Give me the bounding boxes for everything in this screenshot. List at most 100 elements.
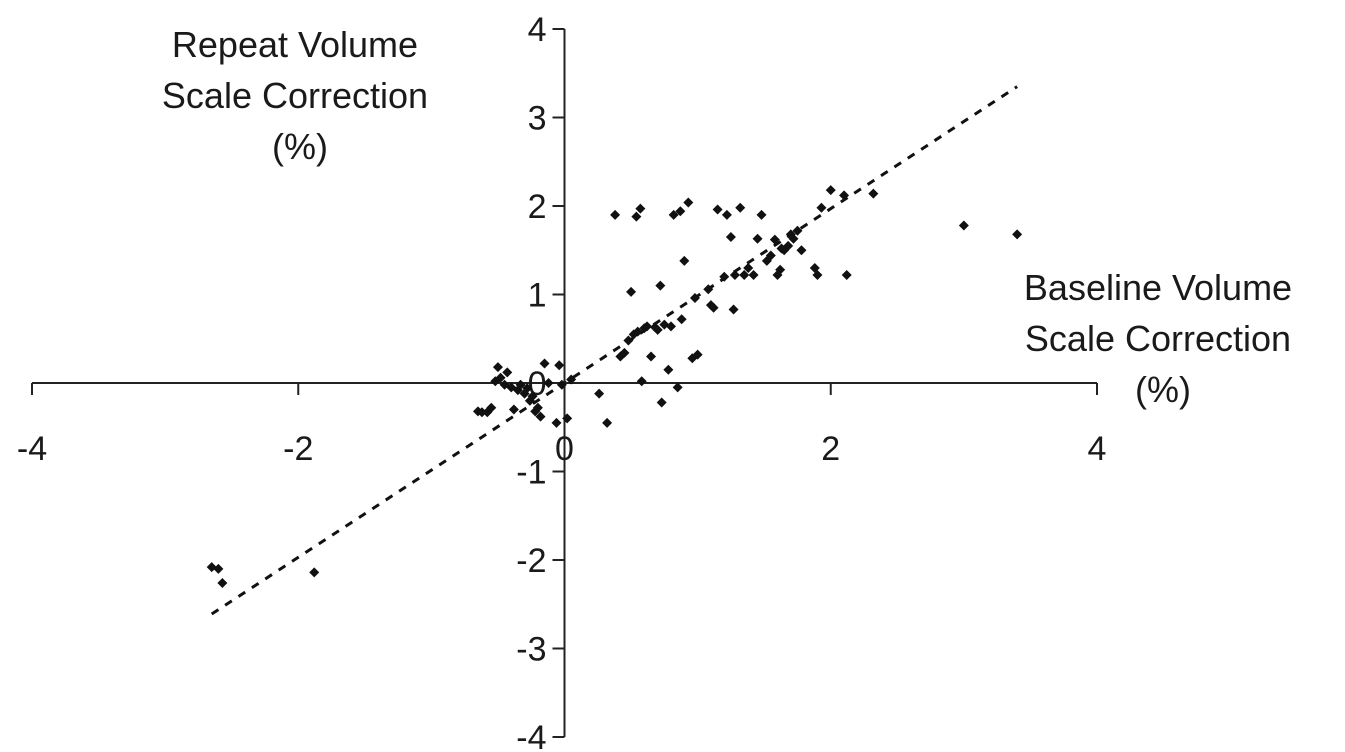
data-point xyxy=(655,280,666,291)
data-point xyxy=(692,349,703,360)
data-point xyxy=(775,264,786,275)
data-point xyxy=(672,382,683,393)
y-axis-title-line-1: Repeat Volume xyxy=(172,24,418,65)
data-point xyxy=(632,326,643,337)
data-point xyxy=(623,335,634,346)
data-point xyxy=(594,388,605,399)
data-points xyxy=(206,185,1023,589)
data-point xyxy=(527,391,538,402)
data-point xyxy=(508,404,519,415)
data-point xyxy=(666,321,676,332)
data-point xyxy=(765,250,776,261)
data-point xyxy=(796,245,807,256)
data-point xyxy=(719,271,730,282)
data-point xyxy=(646,351,657,362)
data-point xyxy=(868,188,879,199)
data-point xyxy=(642,321,653,332)
data-point xyxy=(708,302,719,313)
data-point xyxy=(752,233,763,244)
data-point xyxy=(539,358,550,369)
trendline-layer xyxy=(210,85,1018,616)
data-point xyxy=(502,367,513,378)
x-axis-title-line-3: (%) xyxy=(1135,369,1191,410)
data-point xyxy=(679,255,690,266)
y-tick-label: 3 xyxy=(528,100,547,138)
data-point xyxy=(841,270,852,281)
data-point xyxy=(748,270,759,281)
data-point xyxy=(543,378,554,388)
data-point xyxy=(788,233,799,244)
y-tick-label: -4 xyxy=(516,719,546,752)
data-point xyxy=(668,209,679,220)
data-point xyxy=(703,284,714,295)
data-point xyxy=(783,240,794,251)
data-point xyxy=(626,286,637,297)
data-point xyxy=(812,270,823,281)
y-tick-label: 2 xyxy=(528,188,547,226)
data-point xyxy=(631,211,642,222)
data-point xyxy=(532,402,543,413)
data-point xyxy=(816,202,827,213)
data-point xyxy=(839,190,850,201)
x-tick-label: 4 xyxy=(1088,430,1107,468)
data-point xyxy=(535,411,546,422)
data-point xyxy=(619,347,630,358)
y-tick-label: -1 xyxy=(516,454,546,492)
data-point xyxy=(652,324,663,335)
trendline xyxy=(210,85,1018,616)
y-tick-label: -2 xyxy=(516,542,546,580)
data-point xyxy=(663,364,674,375)
data-point xyxy=(743,262,754,273)
x-tick-label: -2 xyxy=(283,430,313,468)
x-axis-title: Baseline Volume Scale Correction (%) xyxy=(1024,267,1302,410)
y-tick-label: 1 xyxy=(528,277,547,315)
data-point xyxy=(602,417,613,428)
data-point xyxy=(522,383,533,394)
x-ticks: -4 -2 0 2 4 xyxy=(17,383,1107,468)
x-axis-title-line-1: Baseline Volume xyxy=(1024,267,1292,308)
data-point xyxy=(739,270,750,281)
data-point xyxy=(735,202,746,213)
y-axis-title-line-2: Scale Correction xyxy=(162,75,428,116)
data-point xyxy=(554,360,565,371)
data-point xyxy=(729,270,740,281)
data-point xyxy=(683,197,694,208)
x-tick-label: 0 xyxy=(555,430,574,468)
data-point xyxy=(636,376,647,387)
data-point xyxy=(635,203,646,214)
data-point xyxy=(562,413,573,424)
data-point xyxy=(825,185,836,196)
data-point xyxy=(792,225,803,236)
data-point xyxy=(769,234,780,245)
data-point xyxy=(515,379,526,390)
data-point xyxy=(656,397,667,408)
data-point xyxy=(676,314,687,325)
data-point xyxy=(610,209,621,220)
data-point xyxy=(476,407,487,418)
data-point xyxy=(486,402,497,413)
data-point xyxy=(721,209,732,220)
data-point xyxy=(492,362,503,373)
data-point xyxy=(1012,229,1023,240)
data-point xyxy=(556,379,567,390)
y-axis-title: Repeat Volume Scale Correction (%) xyxy=(162,24,438,167)
data-point xyxy=(213,563,224,574)
data-point xyxy=(689,293,700,304)
data-point xyxy=(566,374,577,385)
y-tick-label: 4 xyxy=(528,11,547,49)
data-point xyxy=(675,206,686,217)
x-tick-label: -4 xyxy=(17,430,47,468)
data-point xyxy=(958,220,969,231)
x-tick-label: 2 xyxy=(821,430,840,468)
data-point xyxy=(728,304,739,315)
x-axis-title-line-2: Scale Correction xyxy=(1025,318,1291,359)
data-point xyxy=(551,417,562,428)
data-point xyxy=(712,204,723,215)
data-point xyxy=(217,578,228,589)
y-axis-title-line-3: (%) xyxy=(272,126,328,167)
data-point xyxy=(756,209,767,220)
data-point xyxy=(309,567,320,578)
y-tick-label: -3 xyxy=(516,631,546,669)
